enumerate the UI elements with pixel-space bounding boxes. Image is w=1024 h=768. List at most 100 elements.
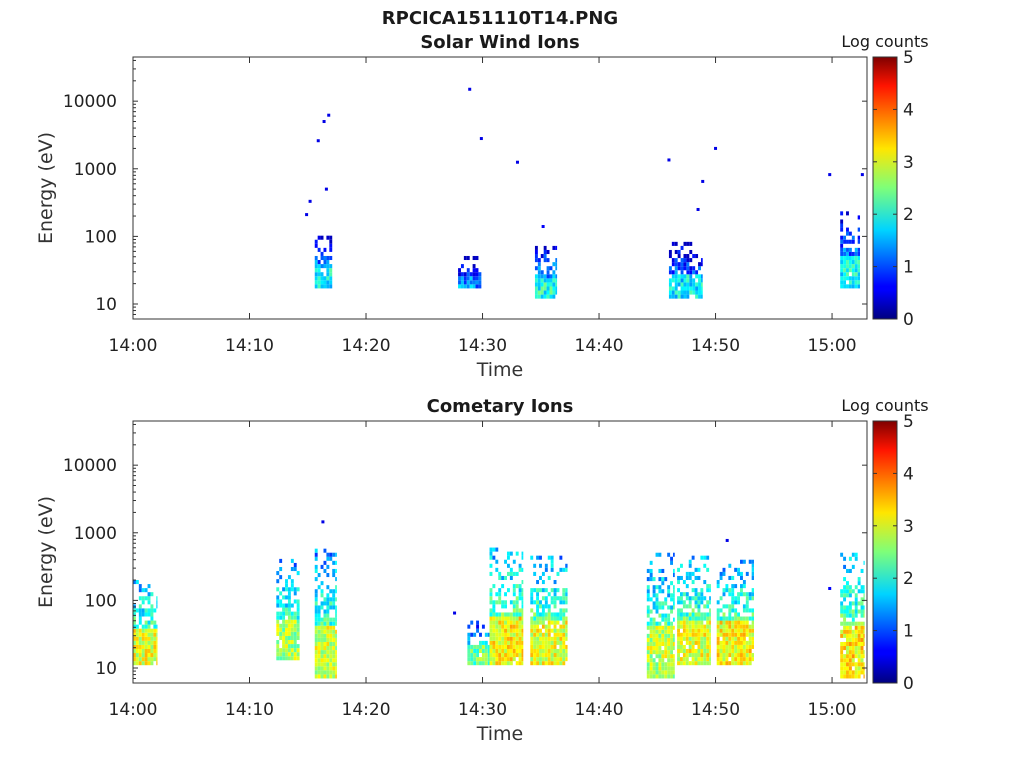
heatmap-cell	[549, 290, 553, 295]
heatmap-cell	[692, 282, 696, 287]
heatmap-cell	[697, 567, 701, 572]
heatmap-cell	[504, 575, 507, 581]
heatmap-cell	[515, 648, 519, 654]
heatmap-cell	[317, 670, 321, 675]
heatmap-cell	[323, 625, 327, 630]
heatmap-cell	[677, 624, 680, 629]
heatmap-cell	[314, 276, 318, 281]
x-tick-label: 14:20	[342, 700, 391, 720]
heatmap-cell	[141, 596, 145, 601]
heatmap-cell	[667, 646, 671, 651]
heatmap-cell	[857, 251, 861, 256]
x-axis: 14:00 14:10 14:20 14:30 14:40 14:50 15:00	[109, 421, 857, 720]
heatmap-cell	[655, 633, 659, 638]
heatmap-cell	[470, 661, 474, 666]
heatmap-cell	[854, 666, 858, 671]
heatmap-cell	[504, 612, 507, 617]
heatmap-cell	[546, 278, 550, 283]
heatmap-cell	[290, 587, 294, 592]
colorbar-tick-label: 4	[903, 100, 914, 120]
heatmap-cell	[740, 628, 743, 633]
x-tick-label: 14:20	[342, 336, 391, 356]
heatmap-cell	[544, 596, 548, 601]
heatmap-cell	[655, 650, 659, 655]
heatmap-cell	[846, 284, 849, 289]
heatmap-cell	[476, 644, 480, 649]
heatmap-cell	[550, 588, 554, 593]
heatmap-cell	[840, 601, 844, 606]
heatmap-cell	[649, 662, 653, 667]
heatmap-cell	[843, 564, 847, 569]
heatmap-cell	[703, 661, 707, 666]
heatmap-cell	[695, 254, 699, 259]
heatmap-cell	[737, 571, 740, 576]
heatmap-cell	[533, 636, 537, 641]
heatmap-cell	[150, 653, 154, 658]
heatmap-cell	[282, 623, 286, 628]
heatmap-cell	[658, 629, 662, 634]
heatmap-cell	[521, 657, 524, 662]
heatmap-cell	[649, 641, 653, 647]
heatmap-cell	[147, 596, 151, 601]
heatmap-cell	[498, 600, 502, 605]
heatmap-cell	[550, 653, 554, 658]
heatmap-cell	[320, 235, 324, 240]
heatmap-cell	[688, 600, 692, 605]
heatmap-cell	[680, 592, 683, 597]
heatmap-cell	[840, 621, 844, 626]
heatmap-cell	[848, 637, 852, 642]
heatmap-cell	[854, 654, 858, 659]
heatmap-cell	[686, 282, 690, 287]
heatmap-cell	[851, 552, 855, 557]
x-tick-label: 14:10	[225, 700, 274, 720]
heatmap-cell	[530, 628, 534, 633]
heatmap-cell	[285, 607, 288, 612]
heatmap-cell	[320, 605, 324, 610]
heatmap-cell	[504, 624, 507, 629]
heatmap-cell	[694, 592, 698, 597]
heatmap-cell	[655, 605, 659, 610]
heatmap-cell	[677, 567, 680, 572]
heatmap-cell	[677, 657, 680, 662]
heatmap-cell	[533, 644, 537, 649]
heatmap-cell	[518, 584, 522, 589]
heatmap-cell	[683, 290, 687, 295]
heatmap-cell	[539, 632, 542, 637]
heatmap-cell	[562, 592, 566, 597]
heatmap-cell	[479, 644, 482, 649]
heatmap-cell	[694, 657, 698, 662]
heatmap-cell	[680, 262, 684, 267]
heatmap-cell	[840, 268, 844, 273]
heatmap-cell	[683, 258, 687, 263]
heatmap-cell	[540, 270, 544, 275]
plot-frame	[132, 420, 868, 684]
heatmap-cell	[293, 652, 297, 657]
heatmap-cell	[153, 648, 157, 654]
heatmap-cell	[329, 552, 333, 557]
heatmap-cell	[290, 623, 294, 628]
heatmap-cell	[562, 640, 566, 645]
heatmap-cell	[734, 567, 738, 572]
heatmap-cell	[565, 596, 568, 601]
heatmap-cell	[846, 666, 849, 671]
heatmap-cell	[547, 575, 551, 581]
heatmap-cell	[677, 274, 681, 279]
heatmap-cell	[682, 644, 686, 649]
heatmap-cell	[854, 670, 858, 675]
heatmap-cell	[332, 641, 336, 647]
heatmap-cell	[317, 633, 321, 638]
heatmap-cell	[279, 648, 283, 653]
heatmap-cell	[860, 641, 864, 647]
heatmap-cell	[332, 617, 336, 622]
heatmap-cell	[673, 593, 675, 598]
heatmap-cell	[680, 624, 683, 629]
heatmap-cell	[854, 597, 858, 602]
heatmap-cell	[533, 571, 537, 576]
heatmap-cell	[843, 556, 847, 561]
heatmap-cell	[469, 276, 473, 281]
heatmap-point	[725, 538, 729, 542]
heatmap-cell	[556, 620, 560, 625]
heatmap-cell	[722, 661, 726, 666]
heatmap-cell	[860, 589, 864, 594]
heatmap-cell	[463, 276, 467, 281]
